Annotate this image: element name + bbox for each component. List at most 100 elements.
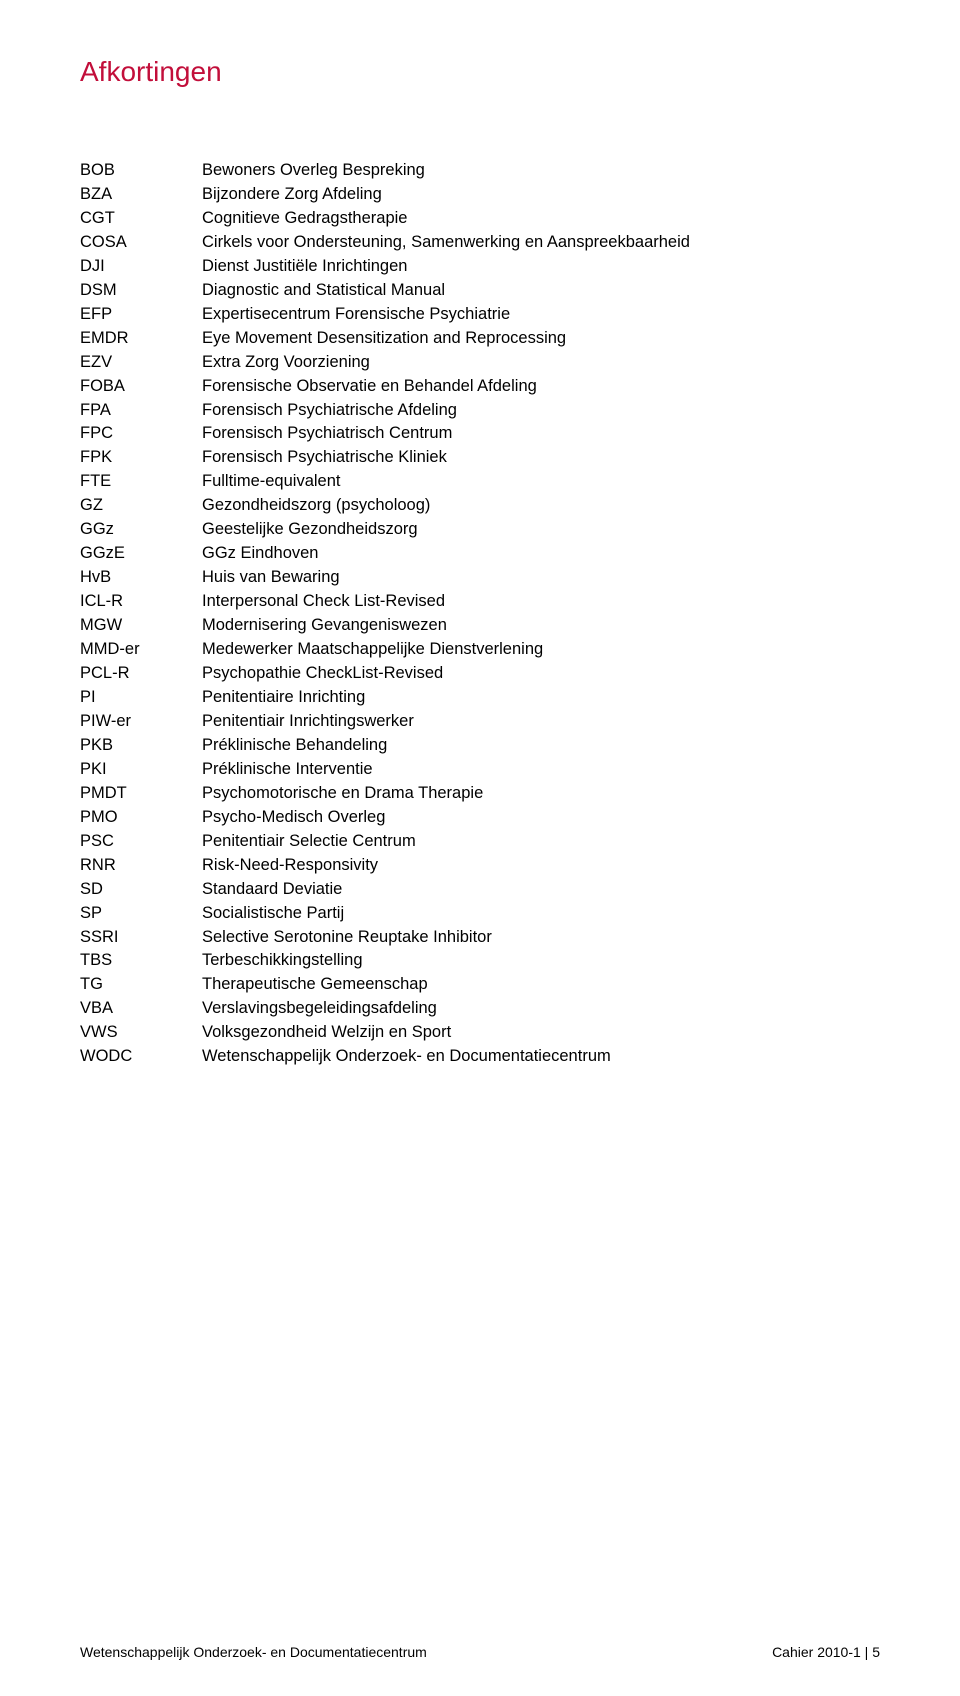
page-footer: Wetenschappelijk Onderzoek- en Documenta…: [80, 1644, 880, 1660]
abbreviation-term: EMDR: [80, 328, 202, 350]
abbreviation-definition: Forensische Observatie en Behandel Afdel…: [202, 376, 880, 398]
abbreviation-term: GZ: [80, 495, 202, 517]
abbreviation-definition: Gezondheidszorg (psycholoog): [202, 495, 880, 517]
abbreviation-definition: Extra Zorg Voorziening: [202, 352, 880, 374]
abbreviation-term: FPA: [80, 400, 202, 422]
abbreviation-definition: Psycho-Medisch Overleg: [202, 807, 880, 829]
abbreviation-definition: Penitentiair Inrichtingswerker: [202, 711, 880, 733]
abbreviation-row: PMOPsycho-Medisch Overleg: [80, 807, 880, 829]
abbreviation-definition: Cirkels voor Ondersteuning, Samenwerking…: [202, 232, 880, 254]
abbreviation-term: SP: [80, 903, 202, 925]
abbreviation-row: GZGezondheidszorg (psycholoog): [80, 495, 880, 517]
abbreviation-term: COSA: [80, 232, 202, 254]
abbreviation-row: EZVExtra Zorg Voorziening: [80, 352, 880, 374]
abbreviation-definition: Dienst Justitiële Inrichtingen: [202, 256, 880, 278]
abbreviation-term: CGT: [80, 208, 202, 230]
abbreviation-definition: Standaard Deviatie: [202, 879, 880, 901]
abbreviation-row: EFPExpertisecentrum Forensische Psychiat…: [80, 304, 880, 326]
abbreviation-row: PIPenitentiaire Inrichting: [80, 687, 880, 709]
abbreviation-term: PI: [80, 687, 202, 709]
abbreviation-definition: Fulltime-equivalent: [202, 471, 880, 493]
abbreviation-definition: Huis van Bewaring: [202, 567, 880, 589]
abbreviation-definition: Forensisch Psychiatrische Kliniek: [202, 447, 880, 469]
abbreviation-row: RNRRisk-Need-Responsivity: [80, 855, 880, 877]
abbreviation-definition: Préklinische Interventie: [202, 759, 880, 781]
abbreviation-definition: Psychopathie CheckList-Revised: [202, 663, 880, 685]
abbreviation-term: BOB: [80, 160, 202, 182]
abbreviation-row: GGzEGGz Eindhoven: [80, 543, 880, 565]
abbreviation-term: MMD-er: [80, 639, 202, 661]
abbreviation-definition: Volksgezondheid Welzijn en Sport: [202, 1022, 880, 1044]
abbreviation-term: GGz: [80, 519, 202, 541]
abbreviation-term: BZA: [80, 184, 202, 206]
abbreviation-term: TBS: [80, 950, 202, 972]
abbreviation-term: PMO: [80, 807, 202, 829]
abbreviation-term: FTE: [80, 471, 202, 493]
abbreviation-row: PSCPenitentiair Selectie Centrum: [80, 831, 880, 853]
abbreviation-row: SPSocialistische Partij: [80, 903, 880, 925]
abbreviation-row: FPCForensisch Psychiatrisch Centrum: [80, 423, 880, 445]
abbreviation-term: PIW-er: [80, 711, 202, 733]
abbreviation-definition: Therapeutische Gemeenschap: [202, 974, 880, 996]
abbreviation-row: BOBBewoners Overleg Bespreking: [80, 160, 880, 182]
abbreviation-definition: Eye Movement Desensitization and Reproce…: [202, 328, 880, 350]
abbreviation-definition: Préklinische Behandeling: [202, 735, 880, 757]
abbreviation-definition: Forensisch Psychiatrische Afdeling: [202, 400, 880, 422]
abbreviation-term: VBA: [80, 998, 202, 1020]
abbreviation-term: SD: [80, 879, 202, 901]
abbreviation-row: FTEFulltime-equivalent: [80, 471, 880, 493]
abbreviation-term: TG: [80, 974, 202, 996]
abbreviation-term: DJI: [80, 256, 202, 278]
abbreviation-term: HvB: [80, 567, 202, 589]
abbreviation-row: PMDTPsychomotorische en Drama Therapie: [80, 783, 880, 805]
abbreviation-term: FPK: [80, 447, 202, 469]
abbreviation-row: FOBAForensische Observatie en Behandel A…: [80, 376, 880, 398]
abbreviation-term: PMDT: [80, 783, 202, 805]
abbreviation-row: DSMDiagnostic and Statistical Manual: [80, 280, 880, 302]
abbreviation-definition: Interpersonal Check List-Revised: [202, 591, 880, 613]
abbreviation-term: FPC: [80, 423, 202, 445]
abbreviation-definition: Selective Serotonine Reuptake Inhibitor: [202, 927, 880, 949]
abbreviation-definition: Expertisecentrum Forensische Psychiatrie: [202, 304, 880, 326]
abbreviation-row: ICL-RInterpersonal Check List-Revised: [80, 591, 880, 613]
abbreviation-term: PKI: [80, 759, 202, 781]
abbreviation-row: TGTherapeutische Gemeenschap: [80, 974, 880, 996]
abbreviation-row: VWSVolksgezondheid Welzijn en Sport: [80, 1022, 880, 1044]
abbreviation-row: PIW-erPenitentiair Inrichtingswerker: [80, 711, 880, 733]
abbreviation-row: HvBHuis van Bewaring: [80, 567, 880, 589]
abbreviation-definition: Penitentiaire Inrichting: [202, 687, 880, 709]
abbreviation-definition: Modernisering Gevangeniswezen: [202, 615, 880, 637]
abbreviation-row: MGWModernisering Gevangeniswezen: [80, 615, 880, 637]
abbreviations-list: BOBBewoners Overleg BesprekingBZABijzond…: [80, 160, 880, 1068]
abbreviation-definition: Geestelijke Gezondheidszorg: [202, 519, 880, 541]
abbreviation-row: EMDREye Movement Desensitization and Rep…: [80, 328, 880, 350]
abbreviation-row: DJIDienst Justitiële Inrichtingen: [80, 256, 880, 278]
abbreviation-row: BZABijzondere Zorg Afdeling: [80, 184, 880, 206]
abbreviation-definition: Cognitieve Gedragstherapie: [202, 208, 880, 230]
abbreviation-definition: Medewerker Maatschappelijke Dienstverlen…: [202, 639, 880, 661]
abbreviation-definition: Terbeschikkingstelling: [202, 950, 880, 972]
abbreviation-definition: Wetenschappelijk Onderzoek- en Documenta…: [202, 1046, 880, 1068]
abbreviation-row: FPAForensisch Psychiatrische Afdeling: [80, 400, 880, 422]
abbreviation-definition: Socialistische Partij: [202, 903, 880, 925]
abbreviation-term: PCL-R: [80, 663, 202, 685]
abbreviation-term: ICL-R: [80, 591, 202, 613]
abbreviation-term: VWS: [80, 1022, 202, 1044]
abbreviation-definition: Risk-Need-Responsivity: [202, 855, 880, 877]
page-title: Afkortingen: [80, 56, 880, 88]
abbreviation-term: DSM: [80, 280, 202, 302]
abbreviation-row: SDStandaard Deviatie: [80, 879, 880, 901]
abbreviation-row: FPKForensisch Psychiatrische Kliniek: [80, 447, 880, 469]
abbreviation-definition: Diagnostic and Statistical Manual: [202, 280, 880, 302]
abbreviation-definition: Bijzondere Zorg Afdeling: [202, 184, 880, 206]
abbreviation-term: EZV: [80, 352, 202, 374]
abbreviation-definition: Penitentiair Selectie Centrum: [202, 831, 880, 853]
abbreviation-term: MGW: [80, 615, 202, 637]
abbreviation-row: PCL-RPsychopathie CheckList-Revised: [80, 663, 880, 685]
abbreviation-row: WODCWetenschappelijk Onderzoek- en Docum…: [80, 1046, 880, 1068]
abbreviation-definition: Forensisch Psychiatrisch Centrum: [202, 423, 880, 445]
abbreviation-term: WODC: [80, 1046, 202, 1068]
abbreviation-definition: Bewoners Overleg Bespreking: [202, 160, 880, 182]
abbreviation-row: PKIPréklinische Interventie: [80, 759, 880, 781]
abbreviation-definition: GGz Eindhoven: [202, 543, 880, 565]
